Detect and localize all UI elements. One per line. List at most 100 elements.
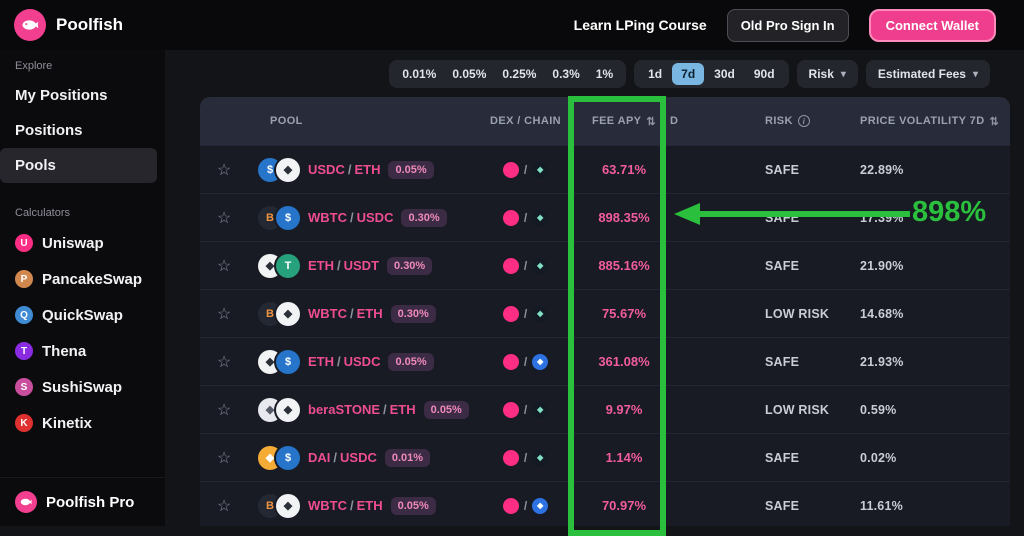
token1-label: ETH: [354, 162, 381, 177]
column-volatility-label: PRICE VOLATILITY 7D: [860, 115, 985, 127]
table-row[interactable]: ☆ ◆ T ETH / USDT 0.30% / ◆ 885.16% SAFE …: [200, 241, 1010, 289]
calculators-section-label: Calculators: [15, 207, 71, 219]
brand-name: Poolfish: [56, 15, 124, 34]
usdc-token-icon: $: [276, 205, 300, 230]
favorite-star-icon[interactable]: ☆: [216, 353, 232, 371]
column-usd-partial: D: [670, 115, 742, 127]
fee-apy-value: 63.71%: [601, 162, 647, 177]
time-range-90d[interactable]: 90d: [745, 63, 784, 85]
token0-label: ETH: [308, 354, 334, 369]
eth-token-icon: ◆: [276, 301, 300, 326]
fee-tier-filter-1[interactable]: 1%: [595, 67, 614, 81]
usdc-token-icon: $: [276, 349, 300, 374]
table-row[interactable]: ☆ ◆ $ DAI / USDC 0.01% / ◆ 1.14% SAFE 0.…: [200, 433, 1010, 481]
thena-icon: T: [15, 342, 33, 360]
table-row[interactable]: ☆ ◆ $ ETH / USDC 0.05% / ◆ 361.08% SAFE …: [200, 337, 1010, 385]
eth-token-icon: ◆: [276, 397, 300, 422]
favorite-star-icon[interactable]: ☆: [216, 401, 232, 419]
sidebar-item-kinetix[interactable]: K Kinetix: [0, 405, 165, 441]
uniswap-dex-icon: [502, 449, 519, 466]
risk-dropdown-label: Risk: [808, 67, 834, 81]
sort-icon: ⇅: [989, 115, 1000, 128]
fee-apy-value: 1.14%: [605, 450, 643, 465]
sidebar-item-poolfish-pro[interactable]: Poolfish Pro: [0, 477, 165, 526]
token1-label: ETH: [356, 498, 383, 513]
fee-apy-value: 9.97%: [605, 402, 643, 417]
chevron-down-icon: ▾: [840, 68, 846, 80]
sidebar-item-pools[interactable]: Pools: [0, 148, 157, 183]
table-row[interactable]: ☆ B ◆ WBTC / ETH 0.05% / ◆ 70.97% SAFE 1…: [200, 481, 1010, 526]
favorite-star-icon[interactable]: ☆: [216, 209, 232, 227]
sidebar-item-pancakeswap[interactable]: P PancakeSwap: [0, 261, 165, 297]
brand[interactable]: Poolfish: [14, 9, 123, 41]
column-fee-apy[interactable]: FEE APY ⇅: [578, 115, 670, 128]
old-pro-sign-in-button[interactable]: Old Pro Sign In: [726, 8, 849, 42]
usdc-token-icon: $: [276, 445, 300, 470]
eth-token-icon: ◆: [276, 157, 300, 182]
token0-label: beraSTONE: [308, 402, 381, 417]
uniswap-dex-icon: [502, 209, 519, 226]
pool-pair-label: DAI / USDC: [308, 450, 377, 465]
column-dex-chain[interactable]: DEX / CHAIN: [473, 115, 578, 127]
fee-tier-filter-0.3[interactable]: 0.3%: [552, 67, 580, 81]
eth-token-icon: ◆: [276, 493, 300, 518]
kinetix-icon: K: [15, 414, 33, 432]
favorite-star-icon[interactable]: ☆: [216, 497, 232, 515]
sidebar-item-thena[interactable]: T Thena: [0, 333, 165, 369]
pancakeswap-icon: P: [15, 270, 33, 288]
favorite-star-icon[interactable]: ☆: [216, 257, 232, 275]
top-bar: Poolfish Learn LPing Course Old Pro Sign…: [0, 0, 1024, 50]
calculators-nav: U Uniswap P PancakeSwap Q QuickSwap T Thena S Sus…: [0, 225, 165, 441]
token1-label: ETH: [389, 402, 416, 417]
estimated-fees-dropdown[interactable]: Estimated Fees ▾: [865, 60, 990, 88]
column-risk[interactable]: RISK i: [742, 115, 834, 127]
pool-pair-label: WBTC / ETH: [308, 306, 383, 321]
column-pool[interactable]: POOL: [248, 115, 473, 127]
fee-tier-badge: 0.05%: [388, 160, 434, 179]
table-row[interactable]: ☆ $ ◆ USDC / ETH 0.05% / ◆ 63.71% SAFE 2…: [200, 145, 1010, 193]
time-range-30d[interactable]: 30d: [705, 63, 744, 85]
sidebar-item-my-positions[interactable]: My Positions: [15, 87, 108, 104]
favorite-star-icon[interactable]: ☆: [216, 161, 232, 179]
fee-tier-badge: 0.30%: [401, 208, 447, 227]
fee-tier-badge: 0.05%: [390, 496, 436, 515]
column-volatility[interactable]: PRICE VOLATILITY 7D ⇅: [834, 115, 1010, 128]
sidebar-item-quickswap[interactable]: Q QuickSwap: [0, 297, 165, 333]
estimated-fees-dropdown-label: Estimated Fees: [877, 67, 966, 81]
risk-value: SAFE: [765, 210, 800, 225]
sidebar-item-uniswap[interactable]: U Uniswap: [0, 225, 165, 261]
column-pool-label: POOL: [270, 115, 303, 127]
table-row[interactable]: ☆ B $ WBTC / USDC 0.30% / ◆ 898.35% SAFE…: [200, 193, 1010, 241]
risk-value: SAFE: [765, 162, 800, 177]
sidebar-item-sushiswap[interactable]: S SushiSwap: [0, 369, 165, 405]
column-usd-partial-label: D: [670, 115, 679, 127]
pools-table: POOL DEX / CHAIN FEE APY ⇅ D RISK i PRIC…: [200, 97, 1010, 526]
risk-dropdown[interactable]: Risk ▾: [796, 60, 858, 88]
column-risk-label: RISK: [765, 115, 793, 127]
volatility-value: 17.39%: [860, 210, 904, 225]
uniswap-dex-icon: [502, 353, 519, 370]
sidebar-item-label: PancakeSwap: [42, 270, 143, 288]
fee-tier-badge: 0.30%: [390, 304, 436, 323]
table-header-row: POOL DEX / CHAIN FEE APY ⇅ D RISK i PRIC…: [200, 97, 1010, 145]
fee-tier-filter-0.05[interactable]: 0.05%: [452, 67, 487, 81]
favorite-star-icon[interactable]: ☆: [216, 305, 232, 323]
poolfish-pro-icon: [15, 491, 37, 513]
sidebar-footer-label: Poolfish Pro: [46, 493, 135, 511]
sidebar-item-label: Uniswap: [42, 234, 104, 252]
learn-lping-course-link[interactable]: Learn LPing Course: [573, 17, 707, 33]
uniswap-dex-icon: [502, 497, 519, 514]
fee-tier-filter-0.25[interactable]: 0.25%: [502, 67, 537, 81]
risk-value: SAFE: [765, 354, 800, 369]
time-range-7d[interactable]: 7d: [672, 63, 705, 85]
connect-wallet-button[interactable]: Connect Wallet: [868, 8, 996, 42]
risk-value: LOW RISK: [765, 306, 830, 321]
volatility-value: 11.61%: [860, 498, 903, 513]
time-range-1d[interactable]: 1d: [639, 63, 671, 85]
usdt-token-icon: T: [276, 253, 300, 278]
sidebar-item-positions[interactable]: Positions: [15, 122, 83, 139]
table-row[interactable]: ☆ B ◆ WBTC / ETH 0.30% / ◆ 75.67% LOW RI…: [200, 289, 1010, 337]
favorite-star-icon[interactable]: ☆: [216, 449, 232, 467]
table-row[interactable]: ☆ ◆ ◆ beraSTONE / ETH 0.05% / ◆ 9.97% LO…: [200, 385, 1010, 433]
fee-tier-filter-0.01[interactable]: 0.01%: [402, 67, 437, 81]
